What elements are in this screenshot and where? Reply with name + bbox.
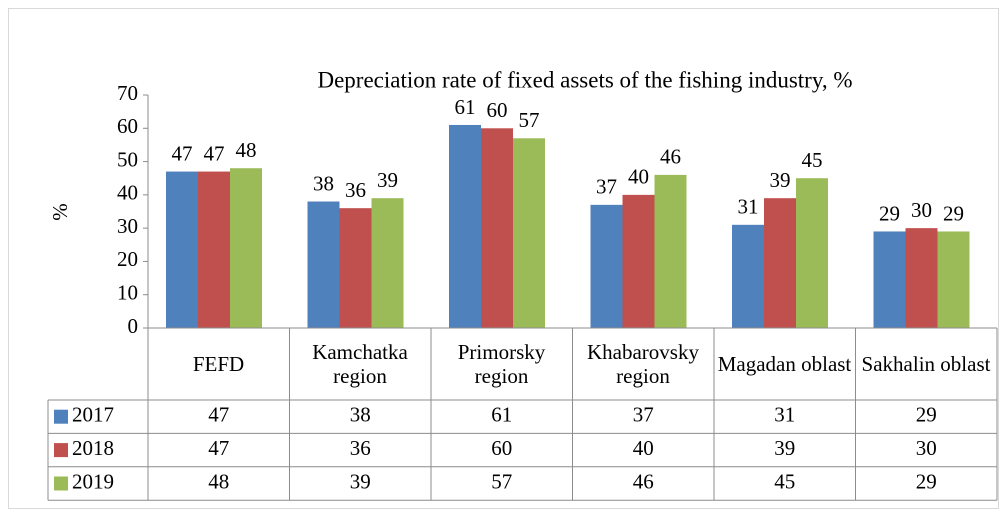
data-label: 48 xyxy=(236,138,257,162)
y-tick-label: 40 xyxy=(117,181,138,205)
table-value: 40 xyxy=(633,436,654,460)
x-tick-label: Magadan oblast xyxy=(717,352,852,376)
y-tick-label: 50 xyxy=(117,147,138,171)
table-value: 60 xyxy=(491,436,512,460)
data-label: 46 xyxy=(660,145,681,169)
table-value: 36 xyxy=(350,436,371,460)
bar xyxy=(937,231,970,328)
bar xyxy=(371,198,404,328)
table-value: 29 xyxy=(916,469,937,493)
table-value: 47 xyxy=(208,403,229,427)
data-label: 45 xyxy=(802,148,823,172)
y-tick-label: 10 xyxy=(117,281,138,305)
bar xyxy=(339,208,372,328)
table-value: 48 xyxy=(208,469,229,493)
y-tick-label: 20 xyxy=(117,247,138,271)
table-value: 57 xyxy=(491,469,512,493)
data-label: 60 xyxy=(487,98,508,122)
table-value: 29 xyxy=(916,403,937,427)
data-label: 39 xyxy=(377,168,398,192)
legend-key xyxy=(54,443,68,458)
data-label: 40 xyxy=(628,165,649,189)
y-axis-label: % xyxy=(48,203,72,221)
category-cell: FEFD xyxy=(192,352,245,376)
y-tick-label: 60 xyxy=(117,114,138,138)
data-label: 37 xyxy=(596,175,617,199)
table-value: 38 xyxy=(350,403,371,427)
legend-label: 2017 xyxy=(72,403,114,427)
data-label: 29 xyxy=(879,201,900,225)
table-value: 37 xyxy=(633,403,654,427)
x-tick-label: Primorsky region xyxy=(457,340,546,388)
y-tick-label: 0 xyxy=(128,314,139,338)
category-cell: Khabarovsky region xyxy=(587,340,699,388)
data-label: 57 xyxy=(519,108,540,132)
category-cell: Kamchatka region xyxy=(312,340,408,388)
table-value: 61 xyxy=(491,403,512,427)
legend-key xyxy=(54,476,68,491)
bar xyxy=(307,201,340,328)
table-value: 47 xyxy=(208,436,229,460)
bar xyxy=(230,168,262,328)
data-label: 61 xyxy=(455,95,476,119)
data-label: 29 xyxy=(943,201,964,225)
bar xyxy=(622,194,655,328)
data-label: 30 xyxy=(911,198,932,222)
bar xyxy=(905,228,938,328)
legend-label: 2018 xyxy=(72,436,114,460)
table-value: 39 xyxy=(350,469,371,493)
legend-key xyxy=(54,409,68,424)
bar xyxy=(513,138,545,328)
bar xyxy=(796,178,828,328)
y-tick-label: 70 xyxy=(117,81,138,105)
x-tick-label: Sakhalin oblast xyxy=(861,352,991,376)
table-value: 30 xyxy=(916,436,937,460)
x-tick-label: Khabarovsky region xyxy=(587,340,699,388)
bar xyxy=(873,231,906,328)
table-value: 45 xyxy=(774,469,795,493)
bar xyxy=(449,124,481,328)
data-label: 31 xyxy=(738,195,759,219)
y-tick-label: 30 xyxy=(117,214,138,238)
bar xyxy=(732,224,764,328)
bar xyxy=(481,128,513,328)
bar xyxy=(166,171,198,328)
data-label: 39 xyxy=(770,168,791,192)
legend-label: 2019 xyxy=(72,469,114,493)
data-label: 47 xyxy=(204,141,225,165)
table-value: 31 xyxy=(774,403,795,427)
category-cell: Magadan oblast xyxy=(717,352,852,376)
x-tick-label: Kamchatka region xyxy=(312,340,408,388)
bar xyxy=(590,204,623,328)
data-label: 38 xyxy=(313,171,334,195)
category-cell: Sakhalin oblast xyxy=(861,352,991,376)
table-value: 39 xyxy=(774,436,795,460)
data-label: 36 xyxy=(345,178,366,202)
bar xyxy=(198,171,230,328)
bar xyxy=(654,174,687,328)
data-label: 47 xyxy=(172,141,193,165)
chart-title: Depreciation rate of fixed assets of the… xyxy=(317,67,852,92)
x-tick-label: FEFD xyxy=(192,352,245,376)
bar xyxy=(764,198,796,328)
category-cell: Primorsky region xyxy=(457,340,546,388)
table-value: 46 xyxy=(633,469,654,493)
